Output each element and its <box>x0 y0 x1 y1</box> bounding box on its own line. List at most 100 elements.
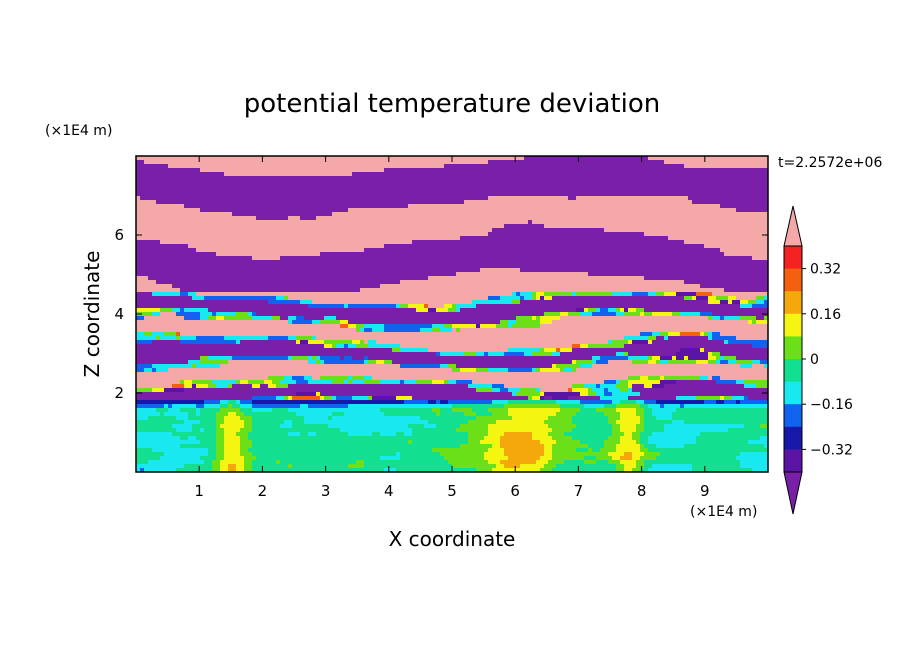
contour-cell <box>224 172 229 177</box>
contour-cell <box>284 212 289 217</box>
contour-cell <box>144 272 149 277</box>
contour-cell <box>492 244 497 249</box>
contour-cell <box>200 256 205 261</box>
contour-cell <box>560 180 565 185</box>
contour-cell <box>468 256 473 261</box>
contour-cell <box>288 184 293 189</box>
contour-cell <box>248 276 253 281</box>
contour-cell <box>500 180 505 185</box>
contour-cell <box>428 276 433 281</box>
contour-cell <box>704 156 709 161</box>
contour-cell <box>416 208 421 213</box>
contour-cell <box>264 260 269 265</box>
contour-cell <box>136 168 141 173</box>
contour-cell <box>724 192 729 197</box>
contour-cell <box>272 264 277 269</box>
contour-cell <box>416 256 421 261</box>
contour-cell <box>452 212 457 217</box>
contour-cell <box>224 164 229 169</box>
contour-cell <box>440 192 445 197</box>
contour-cell <box>460 196 465 201</box>
contour-cell <box>400 212 405 217</box>
contour-cell <box>416 264 421 269</box>
contour-cell <box>388 228 393 233</box>
contour-cell <box>412 236 417 241</box>
contour-cell <box>408 272 413 277</box>
contour-cell <box>192 264 197 269</box>
contour-cell <box>368 244 373 249</box>
contour-cell <box>284 196 289 201</box>
contour-cell <box>396 236 401 241</box>
contour-cell <box>212 192 217 197</box>
contour-cell <box>460 200 465 205</box>
contour-cell <box>396 212 401 217</box>
contour-cell <box>412 184 417 189</box>
contour-cell <box>292 256 297 261</box>
contour-cell <box>412 196 417 201</box>
contour-cell <box>664 276 669 281</box>
contour-cell <box>744 220 749 225</box>
contour-cell <box>612 224 617 229</box>
contour-cell <box>384 160 389 165</box>
contour-cell <box>396 160 401 165</box>
contour-cell <box>296 268 301 273</box>
contour-cell <box>200 172 205 177</box>
contour-cell <box>240 256 245 261</box>
contour-cell <box>220 232 225 237</box>
contour-cell <box>360 256 365 261</box>
contour-cell <box>592 216 597 221</box>
contour-cell <box>268 156 273 161</box>
contour-cell <box>720 236 725 241</box>
contour-cell <box>644 188 649 193</box>
contour-cell <box>204 200 209 205</box>
contour-cell <box>240 200 245 205</box>
contour-cell <box>428 224 433 229</box>
contour-cell <box>176 252 181 257</box>
contour-cell <box>248 240 253 245</box>
contour-cell <box>156 232 161 237</box>
contour-cell <box>284 244 289 249</box>
contour-cell <box>708 248 713 253</box>
contour-cell <box>164 168 169 173</box>
contour-cell <box>316 172 321 177</box>
contour-cell <box>164 184 169 189</box>
contour-cell <box>596 248 601 253</box>
contour-cell <box>548 260 553 265</box>
contour-cell <box>272 208 277 213</box>
contour-cell <box>720 268 725 273</box>
contour-cell <box>520 184 525 189</box>
contour-cell <box>332 280 337 285</box>
contour-cell <box>188 264 193 269</box>
contour-cell <box>276 188 281 193</box>
contour-cell <box>400 220 405 225</box>
contour-cell <box>156 204 161 209</box>
contour-cell <box>752 188 757 193</box>
contour-cell <box>564 240 569 245</box>
contour-cell <box>368 216 373 221</box>
contour-cell <box>412 252 417 257</box>
contour-cell <box>608 240 613 245</box>
contour-cell <box>404 260 409 265</box>
contour-cell <box>460 228 465 233</box>
contour-cell <box>296 176 301 181</box>
contour-cell <box>172 192 177 197</box>
contour-cell <box>452 176 457 181</box>
contour-cell <box>188 176 193 181</box>
contour-cell <box>556 184 561 189</box>
contour-cell <box>300 280 305 285</box>
contour-cell <box>140 264 145 269</box>
contour-cell <box>436 240 441 245</box>
contour-cell <box>604 260 609 265</box>
contour-cell <box>276 256 281 261</box>
contour-cell <box>532 224 537 229</box>
contour-cell <box>452 260 457 265</box>
contour-cell <box>504 200 509 205</box>
contour-cell <box>312 224 317 229</box>
contour-cell <box>568 160 573 165</box>
contour-cell <box>488 216 493 221</box>
contour-cell <box>676 220 681 225</box>
contour-cell <box>428 196 433 201</box>
contour-cell <box>368 192 373 197</box>
contour-cell <box>656 252 661 257</box>
contour-cell <box>336 156 341 161</box>
